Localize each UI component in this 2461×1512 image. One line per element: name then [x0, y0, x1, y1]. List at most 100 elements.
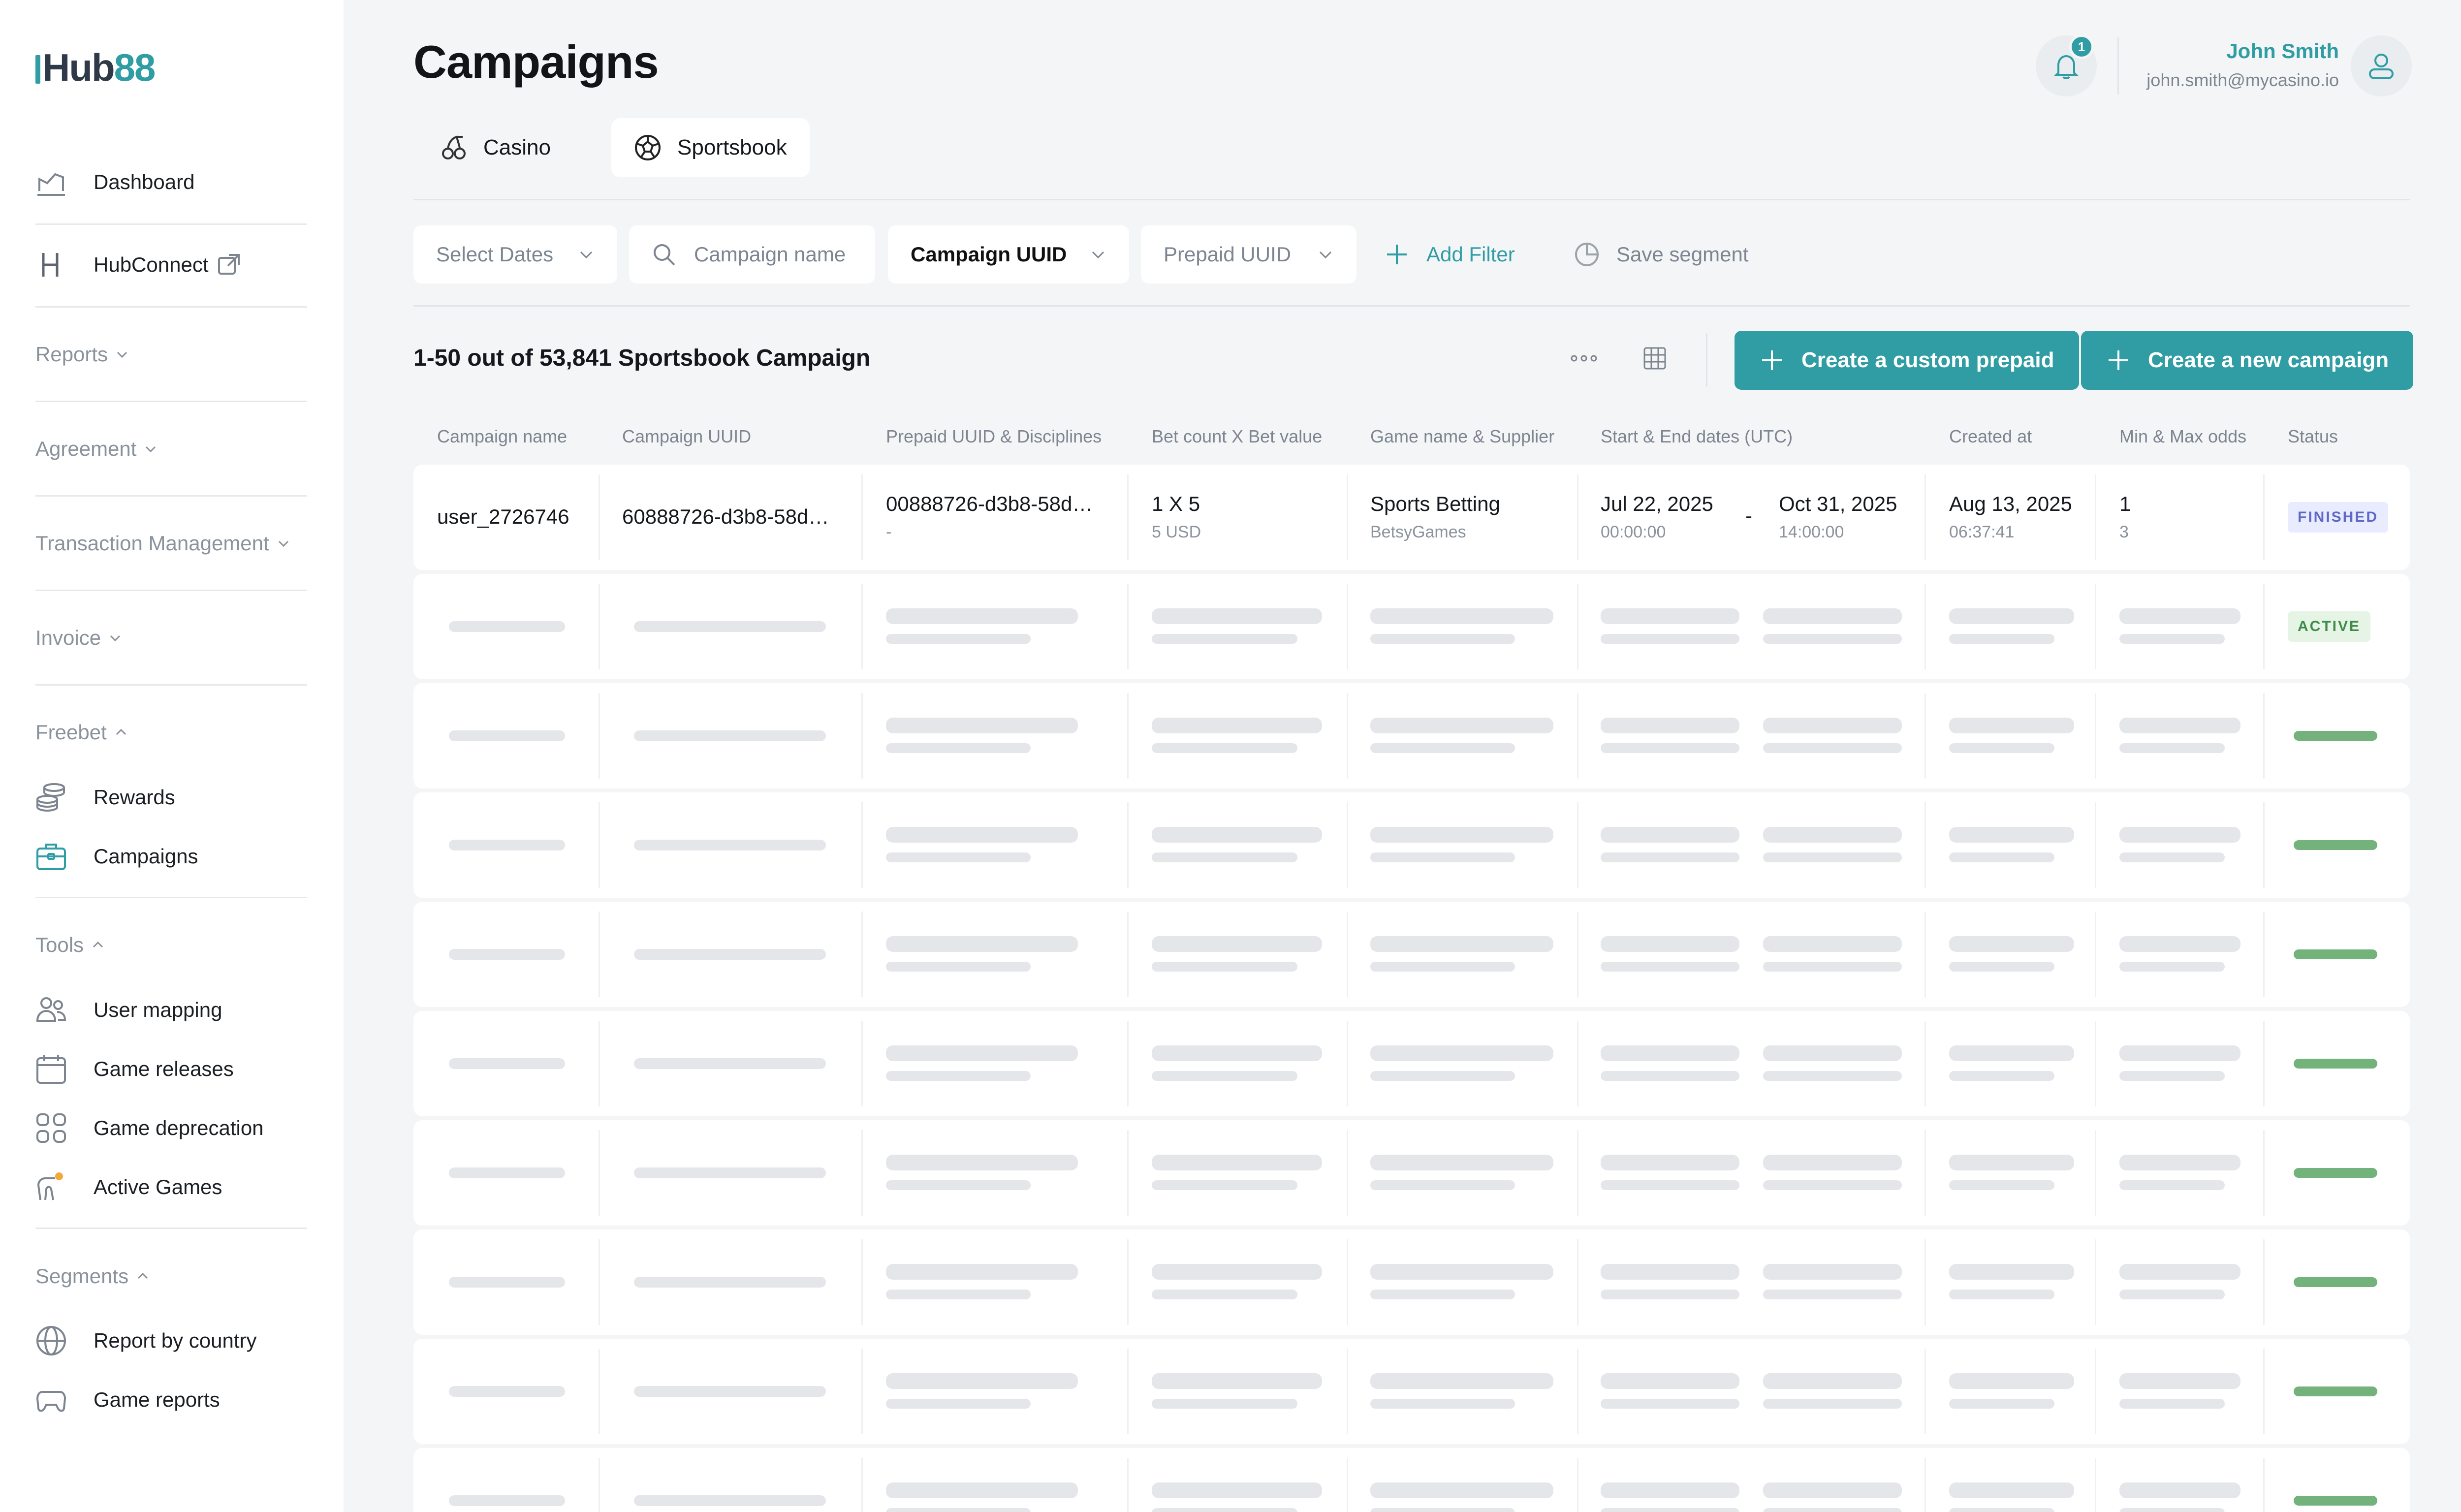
- sidebar-item-label: Campaigns: [94, 845, 198, 868]
- table-row-loading: [413, 1120, 2410, 1226]
- skeleton-placeholder: [1763, 1180, 1902, 1190]
- sidebar-item-game-releases[interactable]: Game releases: [35, 1049, 234, 1089]
- cell-divider: [1347, 1239, 1348, 1325]
- search-input[interactable]: Campaign name: [694, 243, 846, 266]
- campaign-uuid[interactable]: 60888726-d3b8-58d…: [622, 505, 829, 528]
- column-header-bet-count[interactable]: Bet count X Bet value: [1152, 426, 1323, 446]
- save-segment-button[interactable]: Save segment: [1574, 225, 1749, 284]
- tab-casino[interactable]: Casino: [417, 118, 573, 177]
- skeleton-placeholder: [886, 1373, 1078, 1389]
- skeleton-placeholder: [1763, 743, 1902, 753]
- sidebar-item-user-mapping[interactable]: User mapping: [35, 990, 222, 1030]
- chevron-down-icon: [117, 351, 127, 358]
- skeleton-placeholder: [886, 608, 1078, 624]
- column-header-created-at[interactable]: Created at: [1949, 426, 2032, 446]
- cell-divider: [599, 1458, 600, 1512]
- sidebar-item-hubconnect[interactable]: HubConnect: [35, 245, 241, 284]
- campaign-uuid-dropdown[interactable]: Campaign UUID: [888, 225, 1129, 284]
- skeleton-placeholder: [1601, 1155, 1739, 1170]
- section-label: Freebet: [35, 721, 107, 744]
- sidebar-section-reports[interactable]: Reports: [35, 337, 128, 372]
- cell-divider: [1127, 1130, 1129, 1216]
- column-settings-button[interactable]: [1635, 339, 1674, 378]
- sidebar-item-report-by-country[interactable]: Report by country: [35, 1321, 257, 1360]
- skeleton-placeholder: [1949, 1045, 2074, 1061]
- avatar[interactable]: [2351, 35, 2412, 96]
- skeleton-placeholder: [1370, 1071, 1515, 1081]
- skeleton-placeholder: [1763, 1155, 1902, 1170]
- skeleton-placeholder: [2119, 962, 2225, 972]
- controller-icon: [35, 1384, 67, 1416]
- cell-divider: [1127, 1349, 1129, 1434]
- cell-divider: [2263, 1349, 2265, 1434]
- cell-divider: [861, 584, 863, 669]
- skeleton-placeholder: [886, 718, 1078, 733]
- skeleton-placeholder: [2119, 1180, 2225, 1190]
- skeleton-placeholder: [1601, 1399, 1739, 1409]
- user-name[interactable]: John Smith: [2226, 39, 2339, 63]
- skeleton-placeholder: [1949, 1508, 2054, 1512]
- section-label: Tools: [35, 933, 84, 956]
- prepaid-uuid[interactable]: 00888726-d3b8-58d…: [886, 492, 1093, 515]
- sidebar-section-agreement[interactable]: Agreement: [35, 432, 157, 466]
- skeleton-placeholder: [2119, 743, 2225, 753]
- column-header-prepaid-uuid[interactable]: Prepaid UUID & Disciplines: [886, 426, 1102, 446]
- hub88-logo[interactable]: Hub88: [35, 45, 156, 90]
- column-header-game-name[interactable]: Game name & Supplier: [1370, 426, 1555, 446]
- sidebar-item-campaigns[interactable]: Campaigns: [35, 837, 198, 876]
- skeleton-placeholder: [1152, 1482, 1322, 1498]
- sidebar-section-segments[interactable]: Segments: [35, 1259, 149, 1293]
- more-dots-icon: [1571, 355, 1597, 362]
- cell-divider: [1925, 912, 1926, 997]
- more-options-button[interactable]: [1564, 339, 1604, 378]
- column-header-dates[interactable]: Start & End dates (UTC): [1601, 426, 1793, 446]
- status-skeleton: [2294, 731, 2377, 741]
- skeleton-placeholder: [1763, 1264, 1902, 1280]
- divider: [35, 306, 307, 308]
- filters-divider: [413, 305, 2410, 307]
- sidebar-item-label: Rewards: [94, 786, 175, 809]
- add-filter-button[interactable]: Add Filter: [1384, 225, 1515, 284]
- create-new-campaign-button[interactable]: Create a new campaign: [2081, 331, 2414, 390]
- button-label: Create a new campaign: [2148, 348, 2389, 372]
- create-custom-prepaid-button[interactable]: Create a custom prepaid: [1735, 331, 2079, 390]
- select-dates-dropdown[interactable]: Select Dates: [413, 225, 617, 284]
- table-row[interactable]: user_2726746 60888726-d3b8-58d… 00888726…: [413, 465, 2410, 570]
- notification-badge: 1: [2069, 34, 2094, 59]
- divider: [35, 684, 307, 686]
- column-header-campaign-uuid[interactable]: Campaign UUID: [622, 426, 752, 446]
- cell-divider: [861, 474, 863, 560]
- sidebar-item-game-deprecation[interactable]: Game deprecation: [35, 1108, 264, 1148]
- skeleton-placeholder: [886, 1071, 1031, 1081]
- results-count: 1-50 out of 53,841 Sportsbook Campaign: [413, 345, 871, 371]
- skeleton-placeholder: [2119, 827, 2240, 843]
- skeleton-placeholder: [449, 840, 565, 850]
- cell-divider: [2095, 1130, 2096, 1216]
- sidebar-item-active-games[interactable]: Active Games: [35, 1167, 222, 1207]
- divider: [35, 1228, 307, 1229]
- tab-sportsbook[interactable]: Sportsbook: [611, 118, 810, 177]
- soccer-ball-icon: [634, 134, 662, 161]
- prepaid-uuid-dropdown[interactable]: Prepaid UUID: [1141, 225, 1357, 284]
- filter-label: Prepaid UUID: [1164, 243, 1292, 266]
- skeleton-placeholder: [2119, 1290, 2225, 1299]
- sidebar-item-game-reports[interactable]: Game reports: [35, 1380, 220, 1419]
- sidebar-section-freebet[interactable]: Freebet: [35, 715, 127, 750]
- campaign-name-search[interactable]: Campaign name: [629, 225, 875, 284]
- sidebar-section-transaction-management[interactable]: Transaction Management: [35, 526, 290, 561]
- skeleton-placeholder: [2119, 852, 2225, 862]
- sidebar-item-rewards[interactable]: Rewards: [35, 778, 175, 817]
- sidebar-section-invoice[interactable]: Invoice: [35, 621, 122, 655]
- sidebar-section-tools[interactable]: Tools: [35, 928, 104, 962]
- sidebar-item-dashboard[interactable]: Dashboard: [35, 162, 194, 202]
- column-header-campaign-name[interactable]: Campaign name: [437, 426, 568, 446]
- section-label: Transaction Management: [35, 532, 269, 555]
- section-label: Reports: [35, 343, 108, 366]
- column-header-status[interactable]: Status: [2288, 426, 2338, 446]
- divider: [35, 495, 307, 497]
- column-header-odds[interactable]: Min & Max odds: [2119, 426, 2247, 446]
- campaign-name[interactable]: user_2726746: [437, 505, 569, 528]
- cell-divider: [861, 693, 863, 779]
- button-label: Create a custom prepaid: [1801, 348, 2054, 372]
- end-date: Oct 31, 2025: [1779, 492, 1897, 515]
